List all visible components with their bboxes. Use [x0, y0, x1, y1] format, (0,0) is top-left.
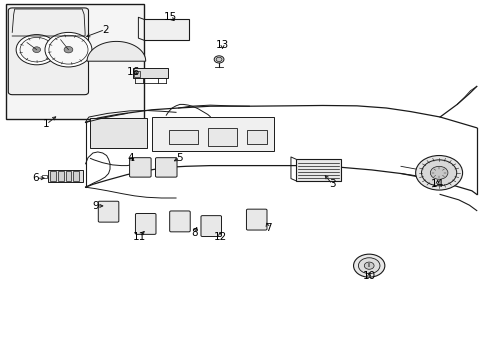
Bar — [168, 130, 198, 144]
Text: 16: 16 — [126, 67, 140, 77]
Text: 15: 15 — [163, 12, 177, 22]
Circle shape — [216, 57, 222, 62]
Text: 3: 3 — [328, 179, 335, 189]
FancyBboxPatch shape — [201, 216, 221, 237]
Text: 1: 1 — [43, 119, 50, 129]
Bar — [48, 170, 83, 182]
Circle shape — [353, 254, 384, 277]
Circle shape — [20, 37, 53, 62]
Bar — [73, 171, 79, 181]
Bar — [65, 171, 71, 181]
Text: 8: 8 — [191, 228, 198, 238]
Circle shape — [16, 35, 57, 65]
Bar — [141, 220, 150, 228]
FancyBboxPatch shape — [129, 158, 151, 177]
Bar — [90, 118, 146, 148]
Bar — [207, 128, 237, 146]
Circle shape — [33, 47, 41, 53]
Bar — [134, 71, 140, 77]
Text: 7: 7 — [264, 222, 271, 233]
FancyBboxPatch shape — [169, 211, 190, 232]
Circle shape — [358, 258, 379, 274]
Text: 12: 12 — [213, 232, 226, 242]
Bar — [58, 171, 63, 181]
Bar — [103, 208, 113, 215]
FancyBboxPatch shape — [155, 158, 177, 177]
Bar — [133, 68, 168, 78]
Circle shape — [45, 32, 92, 67]
Text: 6: 6 — [32, 173, 39, 183]
Bar — [16, 89, 21, 93]
Text: 10: 10 — [362, 271, 375, 282]
Text: 13: 13 — [215, 40, 229, 50]
Text: 14: 14 — [430, 179, 444, 189]
Bar — [151, 117, 273, 151]
Bar — [62, 89, 68, 93]
Text: II: II — [367, 263, 370, 268]
Bar — [206, 222, 216, 230]
Text: 11: 11 — [132, 232, 146, 242]
Circle shape — [421, 160, 456, 186]
FancyBboxPatch shape — [246, 209, 266, 230]
Circle shape — [415, 156, 462, 190]
FancyBboxPatch shape — [8, 8, 88, 95]
Bar — [246, 130, 266, 144]
Bar — [6, 4, 144, 119]
Circle shape — [49, 35, 88, 64]
Circle shape — [214, 56, 224, 63]
Bar — [144, 19, 189, 40]
Circle shape — [364, 262, 373, 269]
Text: 2: 2 — [102, 24, 108, 35]
Text: 5: 5 — [176, 153, 183, 163]
FancyBboxPatch shape — [98, 201, 119, 222]
Bar — [50, 171, 56, 181]
Polygon shape — [87, 41, 145, 61]
Bar — [295, 159, 340, 181]
FancyBboxPatch shape — [135, 213, 156, 234]
Text: 9: 9 — [92, 201, 99, 211]
Bar — [251, 216, 261, 223]
Bar — [175, 218, 184, 225]
Text: 4: 4 — [127, 153, 134, 163]
Bar — [42, 175, 47, 178]
Circle shape — [429, 166, 447, 179]
Circle shape — [64, 46, 73, 53]
